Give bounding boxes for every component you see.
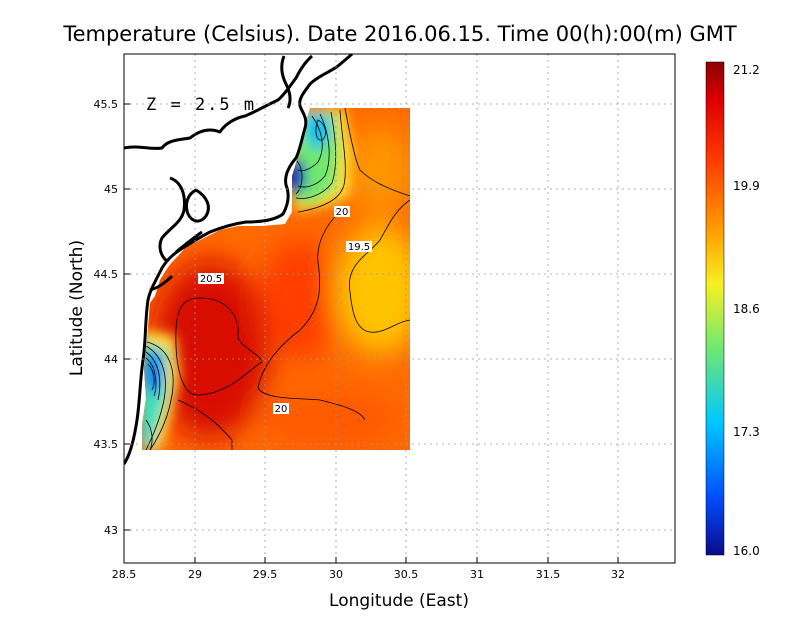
contour-lines	[145, 108, 410, 450]
depth-label: Z = 2.5 m	[146, 95, 256, 115]
contour-20-5-south	[177, 399, 233, 450]
coastline-lake	[184, 188, 210, 223]
x-tick-label: 31.5	[536, 568, 561, 581]
contour-label: 19.5	[348, 242, 370, 253]
contour-18-north	[297, 115, 323, 172]
contour-label-box	[273, 403, 289, 414]
colorbar	[705, 61, 725, 556]
colorbar-tick-label: 19.9	[733, 179, 760, 193]
contour-19-south	[145, 351, 161, 401]
colorbar-tick-label: 21.2	[733, 63, 760, 77]
contour-19-5-north	[297, 109, 346, 213]
warm-core	[150, 260, 270, 440]
grid-lines	[124, 54, 675, 563]
upwelling-north-core	[305, 112, 330, 150]
contour-label-box	[346, 241, 372, 252]
colorbar-tick-labels: 21.2 19.9 18.6 17.3 16.0	[733, 63, 760, 558]
contour-16-5-north	[295, 159, 303, 195]
y-tick-label: 45	[104, 183, 118, 196]
coastline-cape	[158, 176, 186, 264]
contour-label: 20	[336, 207, 349, 218]
x-tick-labels: 28.5 29 29.5 30 30.5 31 31.5 32	[112, 568, 625, 581]
contour-19-5	[348, 199, 410, 333]
contour-19-north	[295, 111, 337, 199]
coastline-spit	[175, 230, 203, 254]
colorbar-tick-label: 16.0	[733, 544, 760, 558]
x-tick-label: 28.5	[112, 568, 137, 581]
coastline-north-delta	[124, 54, 313, 150]
colorbar-tick-label: 18.6	[733, 302, 760, 316]
x-tick-label: 29.5	[253, 568, 278, 581]
x-tick-label: 32	[611, 568, 625, 581]
contour-20-north	[344, 108, 410, 197]
contour-20-5-core	[175, 297, 263, 396]
coastline-west-shore	[124, 54, 354, 465]
contour-20-main	[257, 211, 366, 421]
y-tick-label: 43.5	[94, 438, 119, 451]
x-tick-label: 30	[329, 568, 343, 581]
y-tick-label: 44	[104, 353, 118, 366]
contour-labels: 20 19.5 20.5 20	[198, 206, 372, 415]
contour-18-south	[147, 363, 155, 391]
y-tick-labels: 43 43.5 44 44.5 45 45.5	[94, 98, 119, 537]
south-upwelling-tip	[142, 421, 154, 449]
contour-label-box	[198, 273, 224, 284]
x-tick-marks	[123, 557, 619, 563]
contour-label: 20.5	[200, 274, 222, 285]
south-upwelling-core	[146, 350, 162, 394]
contour-label-box	[334, 206, 350, 217]
south-zone	[260, 390, 400, 450]
y-tick-marks	[124, 103, 130, 531]
contour-17-north	[315, 119, 326, 141]
contour-label: 20	[275, 404, 288, 415]
contour-18-5-south	[145, 357, 157, 397]
y-tick-label: 43	[104, 524, 118, 537]
coastline-lagoon	[149, 274, 174, 292]
plot-frame	[123, 53, 676, 564]
colorbar-tick-label: 17.3	[733, 425, 760, 439]
warm-lobe	[260, 240, 340, 360]
northeast-zone	[345, 125, 410, 215]
y-tick-label: 45.5	[94, 98, 119, 111]
temperature-field	[142, 108, 410, 450]
x-tick-label: 29	[188, 568, 202, 581]
y-tick-label: 44.5	[94, 268, 119, 281]
coastline	[124, 54, 354, 465]
coastline-estuary	[280, 55, 292, 109]
contour-19-south-tip	[145, 419, 153, 450]
contour-20-south	[146, 341, 174, 450]
y-axis-label: Latitude (North)	[67, 240, 87, 376]
x-tick-label: 31	[470, 568, 484, 581]
contour-18-5-north	[297, 113, 330, 188]
x-tick-label: 30.5	[394, 568, 419, 581]
x-axis-label: Longitude (East)	[329, 591, 469, 611]
map-title: Temperature (Celsius). Date 2016.06.15. …	[62, 22, 737, 46]
